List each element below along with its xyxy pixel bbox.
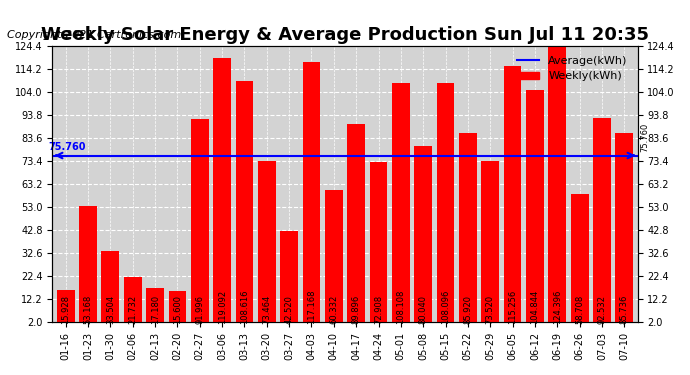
Bar [213,58,231,326]
Bar [124,278,141,326]
Text: 21.732: 21.732 [128,295,137,324]
Bar [347,124,365,326]
Text: 73.520: 73.520 [486,295,495,324]
Text: 75.760: 75.760 [48,142,86,152]
Bar [459,133,477,326]
Text: 119.092: 119.092 [217,290,226,324]
Title: Weekly Solar Energy & Average Production Sun Jul 11 20:35: Weekly Solar Energy & Average Production… [41,26,649,44]
Text: 85.736: 85.736 [620,295,629,324]
Text: 15.928: 15.928 [61,295,70,324]
Text: 117.168: 117.168 [307,290,316,324]
Text: 89.896: 89.896 [352,295,361,324]
Text: 73.464: 73.464 [262,295,271,324]
Text: 33.504: 33.504 [106,295,115,324]
Text: 108.616: 108.616 [240,290,249,324]
Bar [57,291,75,326]
Bar [168,291,186,326]
Text: 42.520: 42.520 [285,295,294,324]
Bar [437,82,455,326]
Bar [191,119,209,326]
Bar [280,231,298,326]
Text: 104.844: 104.844 [531,290,540,324]
Text: 115.256: 115.256 [508,290,517,324]
Legend: Average(kWh), Weekly(kWh): Average(kWh), Weekly(kWh) [513,51,632,86]
Bar [79,207,97,326]
Text: 15.600: 15.600 [173,295,182,324]
Bar [593,118,611,326]
Text: 92.532: 92.532 [598,295,607,324]
Bar [481,160,499,326]
Bar [392,82,410,326]
Text: 75.760: 75.760 [640,123,649,152]
Text: 72.908: 72.908 [374,295,383,324]
Text: 58.708: 58.708 [575,295,584,324]
Text: 17.180: 17.180 [150,295,159,324]
Bar [325,190,343,326]
Text: 108.108: 108.108 [396,290,405,324]
Bar [615,133,633,326]
Text: 124.396: 124.396 [553,290,562,324]
Bar [370,162,388,326]
Text: Copyright 2021 Cartronics.com: Copyright 2021 Cartronics.com [7,30,181,39]
Text: 53.168: 53.168 [83,295,92,324]
Bar [101,251,119,326]
Text: 91.996: 91.996 [195,295,204,324]
Text: 80.040: 80.040 [419,295,428,324]
Bar [571,194,589,326]
Bar [549,46,566,326]
Bar [504,66,522,326]
Bar [235,81,253,326]
Bar [526,90,544,326]
Bar [258,161,276,326]
Bar [146,288,164,326]
Bar [302,62,320,326]
Text: 85.920: 85.920 [464,295,473,324]
Text: 60.332: 60.332 [329,295,338,324]
Text: 108.096: 108.096 [441,290,450,324]
Bar [414,146,432,326]
